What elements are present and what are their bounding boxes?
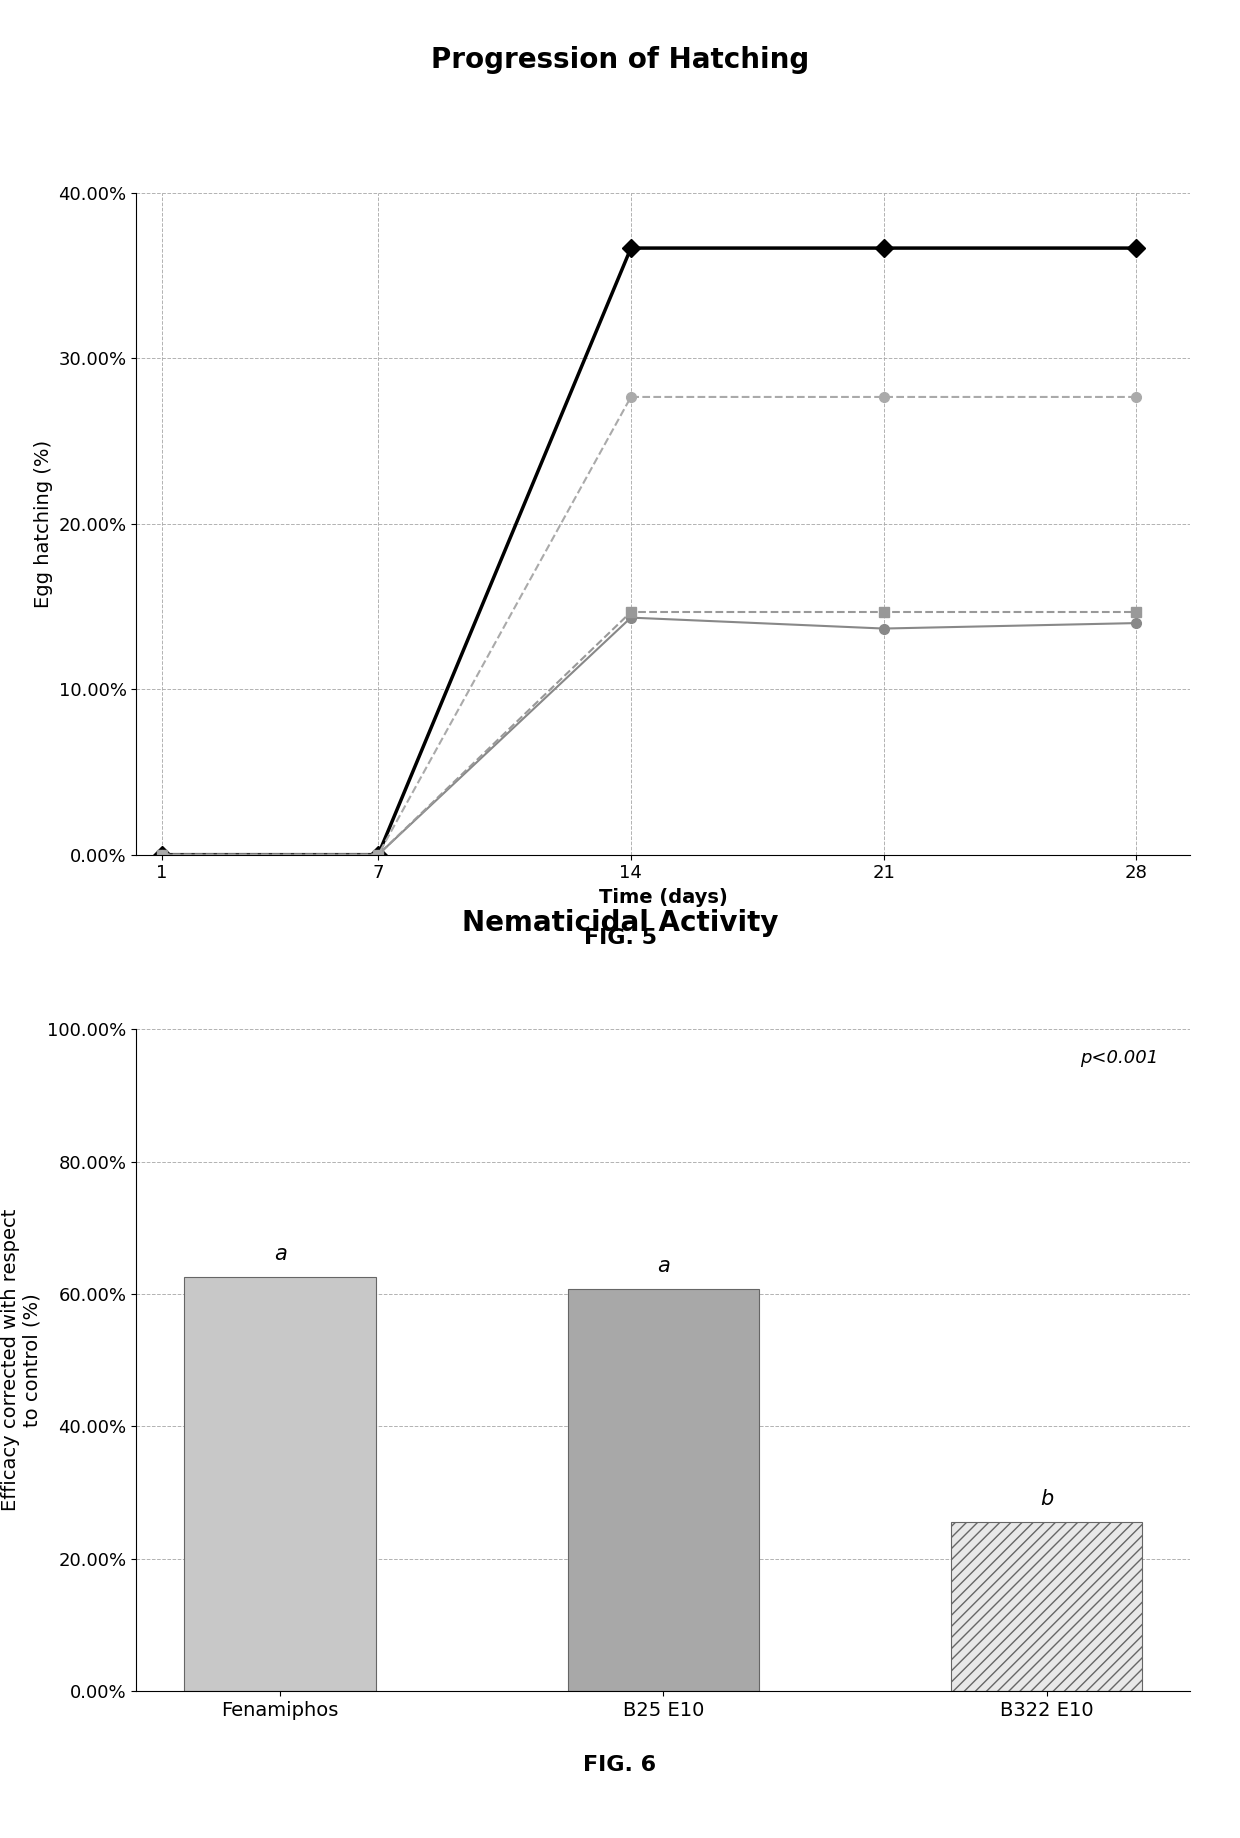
B322 E10	[877, 386, 892, 408]
Control	[371, 844, 386, 866]
Line: B322 E10: B322 E10	[156, 391, 1141, 860]
B25 E10	[154, 844, 169, 866]
Text: p<0.001: p<0.001	[1080, 1049, 1158, 1068]
Fenamiphos	[154, 844, 169, 866]
Control	[877, 237, 892, 259]
Line: B25 E10: B25 E10	[156, 607, 1141, 860]
Fenamiphos	[371, 844, 386, 866]
X-axis label: Time (days): Time (days)	[599, 888, 728, 906]
B322 E10	[1128, 386, 1143, 408]
Fenamiphos	[624, 607, 639, 629]
Control	[1128, 237, 1143, 259]
Line: Fenamiphos: Fenamiphos	[156, 612, 1141, 860]
Line: Control: Control	[155, 243, 1142, 860]
Text: FIG. 6: FIG. 6	[584, 1755, 656, 1776]
Y-axis label: Egg hatching (%): Egg hatching (%)	[33, 439, 53, 608]
Y-axis label: Efficacy corrected with respect
to control (%): Efficacy corrected with respect to contr…	[1, 1209, 42, 1511]
Text: Progression of Hatching: Progression of Hatching	[430, 46, 810, 74]
Control	[154, 844, 169, 866]
B322 E10	[154, 844, 169, 866]
Text: a: a	[657, 1255, 670, 1276]
Text: FIG. 5: FIG. 5	[584, 928, 656, 948]
B322 E10	[371, 844, 386, 866]
Control	[624, 237, 639, 259]
Fenamiphos	[1128, 612, 1143, 634]
Text: Nematicidal Activity: Nematicidal Activity	[461, 910, 779, 937]
B322 E10	[624, 386, 639, 408]
B25 E10	[877, 601, 892, 623]
Text: a: a	[274, 1244, 286, 1265]
Bar	[185, 1277, 376, 1691]
Bar	[568, 1288, 759, 1691]
Bar	[951, 1522, 1142, 1691]
B25 E10	[624, 601, 639, 623]
B25 E10	[1128, 601, 1143, 623]
Text: b: b	[1040, 1489, 1053, 1509]
Fenamiphos	[877, 618, 892, 640]
B25 E10	[371, 844, 386, 866]
